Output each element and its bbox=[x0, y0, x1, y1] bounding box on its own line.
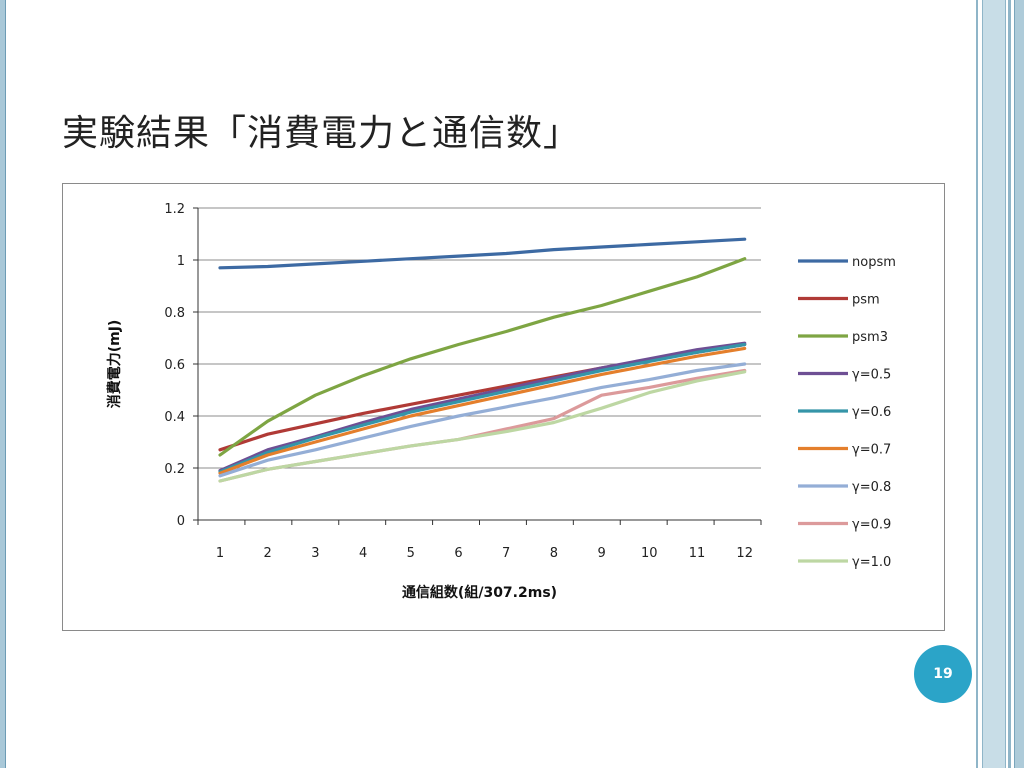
slide-title: 実験結果「消費電力と通信数」 bbox=[62, 113, 581, 154]
y-tick-label: 0.8 bbox=[164, 306, 185, 321]
y-tick-label: 0.4 bbox=[164, 410, 185, 425]
x-tick-label: 5 bbox=[407, 546, 415, 561]
y-tick-label: 0.2 bbox=[164, 462, 185, 477]
page-number-badge: 19 bbox=[914, 645, 972, 703]
legend-label: psm bbox=[852, 293, 880, 308]
series-line bbox=[218, 370, 747, 483]
series-line bbox=[218, 342, 747, 474]
y-tick-label: 1 bbox=[177, 254, 185, 269]
x-tick-label: 3 bbox=[311, 546, 319, 561]
x-tick-label: 2 bbox=[264, 546, 272, 561]
y-tick-label: 0 bbox=[177, 514, 185, 529]
legend: nopsm psm psm3 γ=0.5 γ=0.6 γ=0.7 γ=0.8 γ=0.9 γ=1… bbox=[798, 255, 896, 570]
legend-label: γ=0.8 bbox=[852, 480, 891, 495]
y-axis-title: 消費電力(mJ) bbox=[106, 320, 123, 409]
legend-label: psm3 bbox=[852, 330, 888, 345]
x-axis-title: 通信組数(組/307.2ms) bbox=[402, 584, 557, 601]
x-tick-label: 4 bbox=[359, 546, 367, 561]
series-line bbox=[218, 237, 747, 270]
x-tick-label: 1 bbox=[216, 546, 224, 561]
y-tick-label: 1.2 bbox=[164, 202, 185, 217]
x-tick-label: 10 bbox=[641, 546, 658, 561]
legend-label: γ=0.5 bbox=[852, 368, 891, 383]
legend-label: γ=0.6 bbox=[852, 405, 891, 420]
grid-lines bbox=[198, 207, 761, 521]
series-line bbox=[218, 346, 747, 475]
x-tick-label: 11 bbox=[689, 546, 706, 561]
line-chart: 00.20.40.60.811.21 2 3 4 5 6 7 8 9 10 11 12 nopsmps… bbox=[106, 202, 896, 601]
y-tick-label: 0.6 bbox=[164, 358, 185, 373]
series-line bbox=[218, 362, 747, 478]
x-tick-label: 12 bbox=[736, 546, 753, 561]
chart-frame: 0 0.2 0.4 0.6 0.8 1 1.2 1 2 3 4 5 6 7 8 9 10 11 12 nopsm ps… bbox=[62, 183, 945, 631]
x-tick-label: 6 bbox=[454, 546, 462, 561]
legend-label: γ=0.9 bbox=[852, 518, 891, 533]
series-lines bbox=[218, 237, 747, 483]
legend-label: γ=1.0 bbox=[852, 555, 891, 570]
right-border-decoration bbox=[976, 0, 1024, 768]
x-tick-label: 7 bbox=[502, 546, 510, 561]
x-tick-label: 8 bbox=[550, 546, 558, 561]
x-tick-label: 9 bbox=[597, 546, 605, 561]
axes: 00.20.40.60.811.21 2 3 4 5 6 7 8 9 10 11 12 bbox=[164, 202, 762, 561]
series-line bbox=[218, 257, 747, 457]
legend-label: γ=0.7 bbox=[852, 443, 891, 458]
left-border-decoration bbox=[0, 0, 6, 768]
legend-label: nopsm bbox=[852, 255, 896, 270]
